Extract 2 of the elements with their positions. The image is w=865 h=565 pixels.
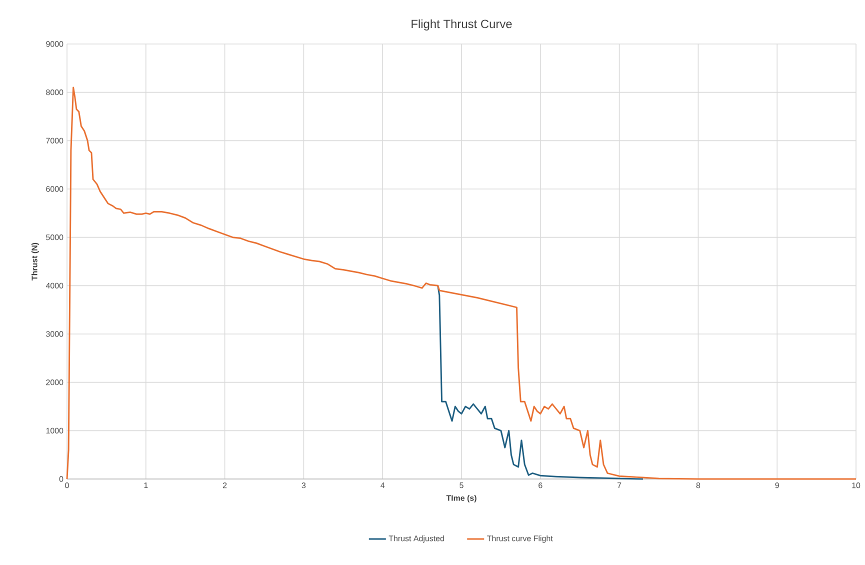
line-series [437,284,644,480]
chart-title: Flight Thrust Curve [412,19,512,31]
